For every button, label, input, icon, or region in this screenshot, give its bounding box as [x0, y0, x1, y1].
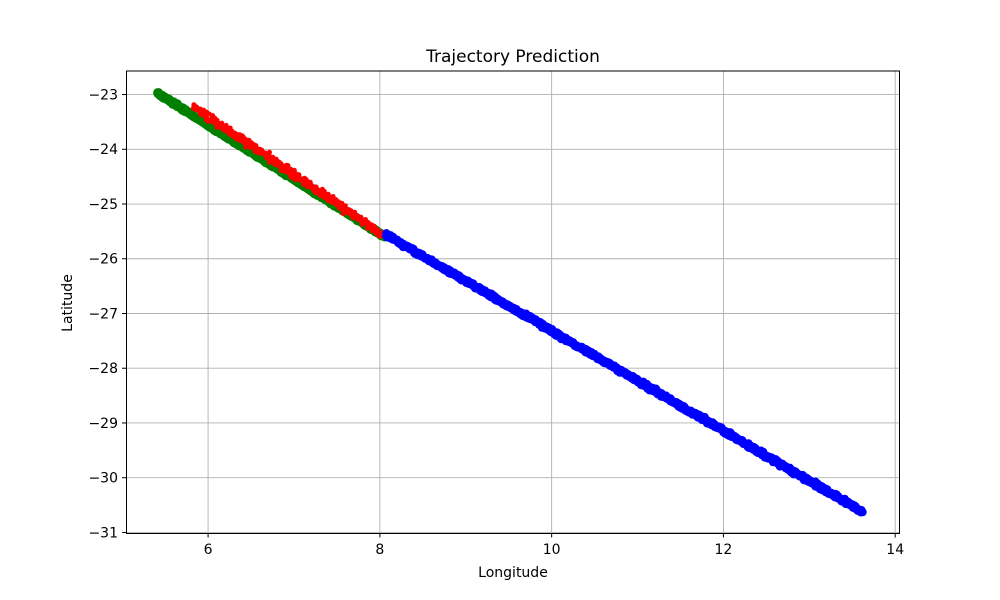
- x-tick-label: 6: [204, 542, 213, 558]
- data-point: [243, 144, 249, 150]
- y-tick-label: −30: [88, 471, 118, 487]
- x-tick-label: 8: [375, 542, 384, 558]
- y-tick-label: −26: [88, 252, 118, 268]
- x-tick-label: 12: [715, 542, 733, 558]
- data-point: [342, 203, 348, 209]
- x-tick-label: 14: [886, 542, 904, 558]
- axis-tick-labels: 6 8 10 12 14 −23 −24 −25 −26 −27 −28 −29 −30 −31: [88, 87, 904, 558]
- plot-border: [126, 70, 900, 534]
- data-point: [205, 111, 211, 117]
- chart-title: Trajectory Prediction: [425, 47, 600, 67]
- y-tick-label: −31: [88, 525, 118, 541]
- data-point: [296, 172, 302, 178]
- y-tick-label: −24: [88, 142, 118, 158]
- data-point: [340, 211, 346, 216]
- y-tick-label: −27: [88, 306, 118, 322]
- series-red-track: [190, 102, 388, 239]
- axis-ticks: [122, 94, 896, 538]
- data-point: [321, 189, 327, 194]
- y-tick-label: −28: [88, 361, 118, 377]
- data-point: [858, 507, 867, 517]
- data-point: [313, 184, 319, 190]
- y-tick-label: −29: [88, 416, 118, 432]
- x-axis-label: Longitude: [478, 565, 548, 581]
- y-axis-label: Latitude: [60, 274, 76, 332]
- y-tick-label: −25: [88, 197, 118, 213]
- x-tick-label: 10: [543, 542, 561, 558]
- y-tick-label: −23: [88, 87, 118, 103]
- series-layer: [153, 88, 867, 517]
- series-blue-track: [382, 229, 867, 517]
- data-point: [285, 163, 291, 169]
